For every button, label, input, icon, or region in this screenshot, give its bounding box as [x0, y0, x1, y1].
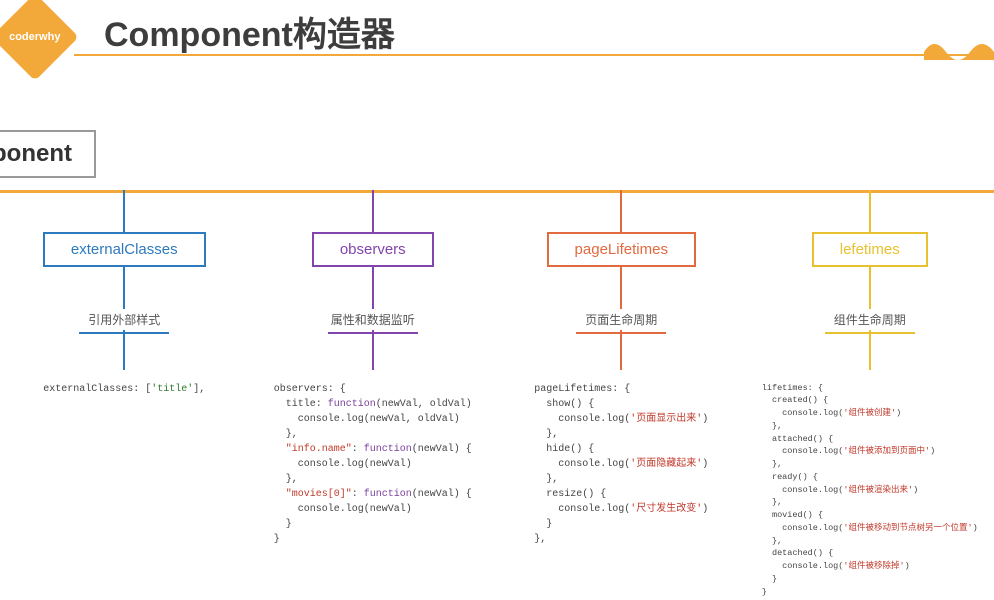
vertical-line [869, 190, 871, 370]
vertical-line [372, 190, 374, 370]
description-underline [79, 332, 169, 334]
columns-container: externalClasses 引用外部样式 externalClasses: ['… [0, 190, 994, 600]
node-box: observers [312, 232, 434, 267]
logo-badge: coderwhy [0, 0, 79, 81]
column: pageLifetimes 页面生命周期 pageLifetimes: { show… [497, 190, 746, 600]
header: coderwhy Component构造器 [0, 0, 994, 62]
column: externalClasses 引用外部样式 externalClasses: ['… [0, 190, 249, 600]
wave-decoration [924, 32, 994, 60]
code-snippet: observers: { title: function(newVal, old… [270, 380, 476, 549]
column: lefetimes 组件生命周期 lifetimes: { created() { … [746, 190, 994, 600]
description-underline [576, 332, 666, 334]
page-title: Component构造器 [104, 7, 395, 56]
description-underline [825, 332, 915, 334]
code-snippet: lifetimes: { created() { console.log('组件… [758, 380, 982, 600]
logo-text: coderwhy [9, 31, 60, 43]
node-box: lefetimes [812, 232, 928, 267]
node-description: 页面生命周期 [579, 309, 663, 330]
code-snippet: pageLifetimes: { show() { console.log('页… [530, 380, 712, 549]
vertical-line [123, 190, 125, 370]
root-node: ponent [0, 130, 96, 178]
node-description: 引用外部样式 [82, 309, 166, 330]
column: observers 属性和数据监听 observers: { title: func… [249, 190, 498, 600]
description-underline [328, 332, 418, 334]
node-box: externalClasses [43, 232, 206, 267]
node-description: 属性和数据监听 [325, 309, 421, 330]
node-box: pageLifetimes [547, 232, 696, 267]
node-description: 组件生命周期 [828, 309, 912, 330]
code-snippet: externalClasses: ['title'], [39, 380, 209, 399]
title-underline [74, 54, 994, 56]
root-node-label: ponent [0, 140, 72, 167]
vertical-line [620, 190, 622, 370]
